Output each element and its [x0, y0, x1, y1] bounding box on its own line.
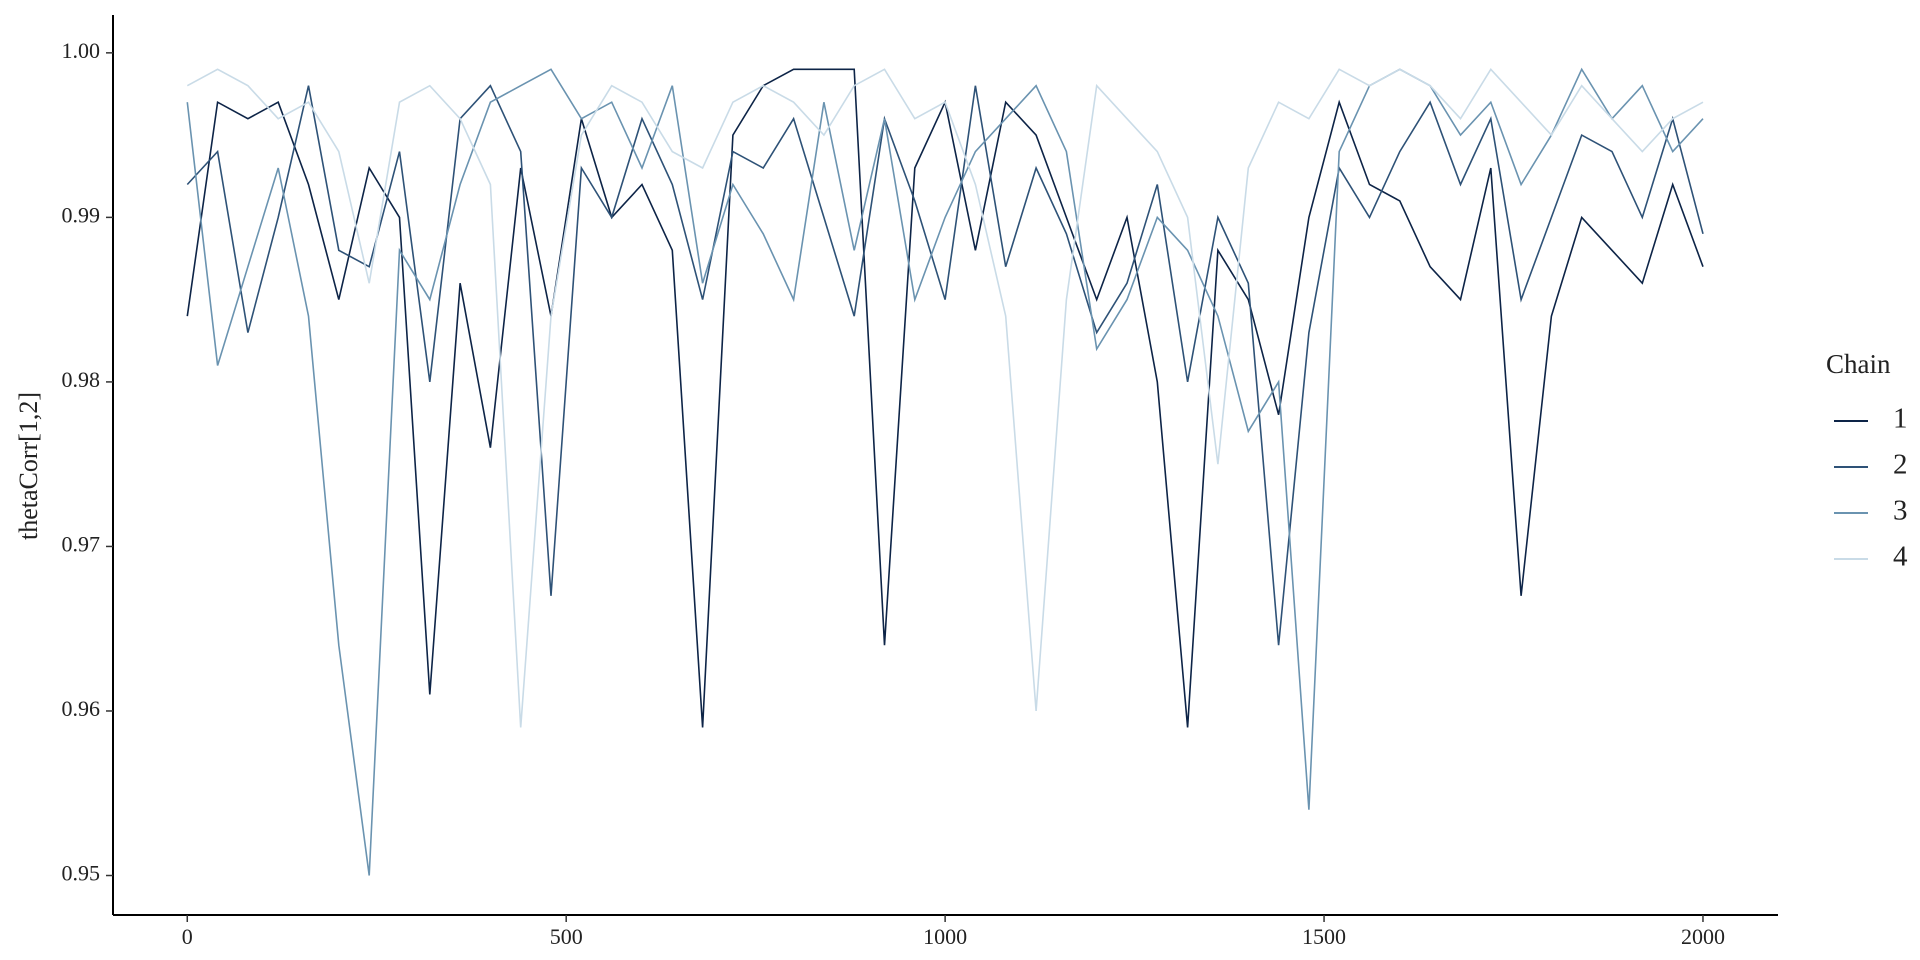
- y-tick-label: 0.97: [62, 531, 101, 556]
- trace-line: [186, 67, 1704, 876]
- x-tick-label: 1000: [923, 924, 967, 949]
- trace-line: [186, 68, 1704, 728]
- x-tick-label: 1500: [1302, 924, 1346, 949]
- y-tick-label: 0.95: [62, 861, 101, 886]
- legend-label: 1: [1893, 403, 1908, 435]
- legend-label: 3: [1893, 495, 1908, 527]
- x-tick-label: 500: [550, 924, 583, 949]
- y-axis-label: thetaCorr[1,2]: [14, 392, 43, 540]
- legend-title: Chain: [1826, 349, 1891, 379]
- legend-label: 2: [1893, 449, 1908, 481]
- y-tick-label: 0.98: [62, 367, 101, 392]
- y-tick-label: 0.96: [62, 696, 101, 721]
- y-tick-label: 1.00: [62, 38, 101, 63]
- y-tick-label: 0.99: [62, 202, 101, 227]
- x-tick-label: 0: [182, 924, 193, 949]
- x-tick-label: 2000: [1681, 924, 1725, 949]
- trace-line: [186, 84, 1704, 646]
- trace-line: [186, 67, 1704, 728]
- legend-label: 4: [1893, 541, 1908, 573]
